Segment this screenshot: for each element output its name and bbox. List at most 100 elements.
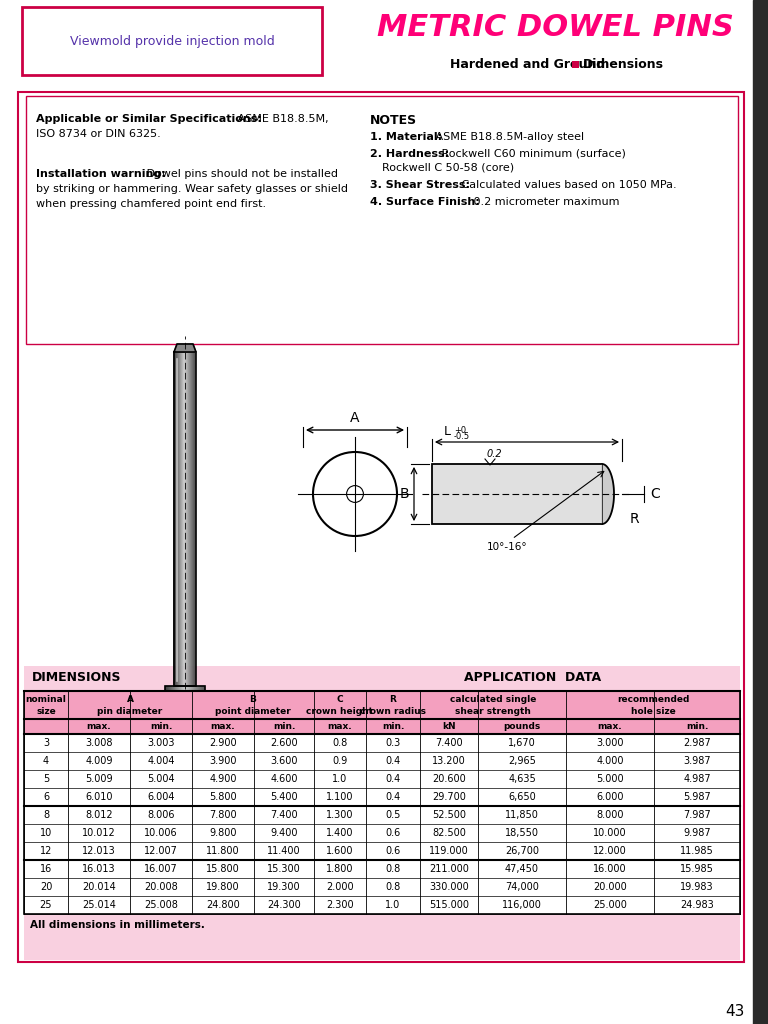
Bar <box>24 666 740 961</box>
Text: 6: 6 <box>43 792 49 802</box>
Text: 7.800: 7.800 <box>209 810 237 820</box>
Bar <box>24 824 740 842</box>
Text: 20.000: 20.000 <box>593 882 627 892</box>
Text: C: C <box>650 487 660 501</box>
Text: 25: 25 <box>40 900 52 910</box>
Text: 0.8: 0.8 <box>386 882 401 892</box>
Bar <box>22 7 322 75</box>
Text: Rockwell C 50-58 (core): Rockwell C 50-58 (core) <box>382 163 514 173</box>
Text: 1. Material:: 1. Material: <box>370 132 442 142</box>
Text: 0.6: 0.6 <box>386 846 401 856</box>
Text: Dowel pins should not be installed: Dowel pins should not be installed <box>143 169 338 179</box>
Polygon shape <box>174 344 196 352</box>
Text: 11.985: 11.985 <box>680 846 714 856</box>
Text: Dimensions: Dimensions <box>583 57 664 71</box>
Text: 2. Hardness:: 2. Hardness: <box>370 150 449 159</box>
Bar <box>572 61 579 68</box>
Text: 0.2: 0.2 <box>487 449 502 459</box>
Text: 5.800: 5.800 <box>209 792 237 802</box>
Text: 3.003: 3.003 <box>147 738 175 748</box>
Text: 5.009: 5.009 <box>85 774 113 784</box>
Text: 3: 3 <box>43 738 49 748</box>
Text: 82.500: 82.500 <box>432 828 466 838</box>
Text: 29.700: 29.700 <box>432 792 466 802</box>
Text: B: B <box>250 695 257 705</box>
Text: Calculated values based on 1050 MPa.: Calculated values based on 1050 MPa. <box>458 180 677 190</box>
Text: 5.400: 5.400 <box>270 792 298 802</box>
Text: Applicable or Similar Specifications:: Applicable or Similar Specifications: <box>36 114 262 124</box>
Bar <box>24 752 740 770</box>
Text: 0.2 micrometer maximum: 0.2 micrometer maximum <box>470 197 620 207</box>
Text: 1.0: 1.0 <box>386 900 401 910</box>
Text: 9.987: 9.987 <box>684 828 711 838</box>
Text: max.: max. <box>87 722 111 731</box>
Text: 11.800: 11.800 <box>206 846 240 856</box>
Bar <box>24 806 740 824</box>
Text: 12.013: 12.013 <box>82 846 116 856</box>
Text: 515.000: 515.000 <box>429 900 469 910</box>
Text: 3.600: 3.600 <box>270 756 298 766</box>
Text: 20.008: 20.008 <box>144 882 178 892</box>
Text: 0.4: 0.4 <box>386 756 401 766</box>
Text: crown height: crown height <box>306 707 373 716</box>
Text: C: C <box>336 695 343 705</box>
Text: 16.013: 16.013 <box>82 864 116 874</box>
Text: +0: +0 <box>454 426 466 435</box>
Text: 1.600: 1.600 <box>326 846 354 856</box>
Text: 7.400: 7.400 <box>270 810 298 820</box>
Text: 116,000: 116,000 <box>502 900 542 910</box>
Text: 26,700: 26,700 <box>505 846 539 856</box>
Circle shape <box>313 452 397 536</box>
Text: APPLICATION  DATA: APPLICATION DATA <box>464 671 601 684</box>
Text: 24.300: 24.300 <box>267 900 301 910</box>
Text: All dimensions in millimeters.: All dimensions in millimeters. <box>30 920 205 930</box>
Text: -0.5: -0.5 <box>454 432 470 441</box>
Text: 20.600: 20.600 <box>432 774 466 784</box>
Bar <box>0 0 752 89</box>
Text: R: R <box>630 512 640 526</box>
Text: 12.007: 12.007 <box>144 846 178 856</box>
Text: 4.004: 4.004 <box>147 756 175 766</box>
Text: Installation warning:: Installation warning: <box>36 169 166 179</box>
Text: point diameter: point diameter <box>215 707 291 716</box>
Text: when pressing chamfered point end first.: when pressing chamfered point end first. <box>36 199 266 209</box>
Bar <box>24 878 740 896</box>
Text: 1.800: 1.800 <box>326 864 354 874</box>
Text: crown radius: crown radius <box>360 707 426 716</box>
Text: 4.900: 4.900 <box>209 774 237 784</box>
Text: 6.010: 6.010 <box>85 792 113 802</box>
Text: calculated single: calculated single <box>450 695 536 705</box>
Text: 8.012: 8.012 <box>85 810 113 820</box>
Bar <box>24 770 740 788</box>
Text: 20.014: 20.014 <box>82 882 116 892</box>
Text: 2.600: 2.600 <box>270 738 298 748</box>
Text: 8.000: 8.000 <box>596 810 624 820</box>
Text: shear strength: shear strength <box>455 707 531 716</box>
Text: 0.4: 0.4 <box>386 792 401 802</box>
Text: 16.000: 16.000 <box>593 864 627 874</box>
Text: 7.400: 7.400 <box>435 738 463 748</box>
Text: 6.004: 6.004 <box>147 792 175 802</box>
Text: 74,000: 74,000 <box>505 882 539 892</box>
Text: 25.014: 25.014 <box>82 900 116 910</box>
Text: 4.009: 4.009 <box>85 756 113 766</box>
Bar <box>24 719 740 734</box>
Bar <box>24 896 740 914</box>
Text: 4.600: 4.600 <box>270 774 298 784</box>
Text: 3.000: 3.000 <box>596 738 624 748</box>
Text: DIMENSIONS: DIMENSIONS <box>32 671 121 684</box>
Text: 8.006: 8.006 <box>147 810 175 820</box>
Bar <box>24 691 740 719</box>
Text: 6,650: 6,650 <box>508 792 536 802</box>
Text: 3.008: 3.008 <box>85 738 113 748</box>
Text: NOTES: NOTES <box>370 114 417 127</box>
Text: 11.400: 11.400 <box>267 846 301 856</box>
Text: 1.300: 1.300 <box>326 810 354 820</box>
Text: Viewmold provide injection mold: Viewmold provide injection mold <box>70 35 274 47</box>
Text: max.: max. <box>328 722 353 731</box>
Text: min.: min. <box>150 722 172 731</box>
Text: 10: 10 <box>40 828 52 838</box>
Text: 9.800: 9.800 <box>209 828 237 838</box>
Text: 0.8: 0.8 <box>333 738 348 748</box>
Text: 19.300: 19.300 <box>267 882 301 892</box>
